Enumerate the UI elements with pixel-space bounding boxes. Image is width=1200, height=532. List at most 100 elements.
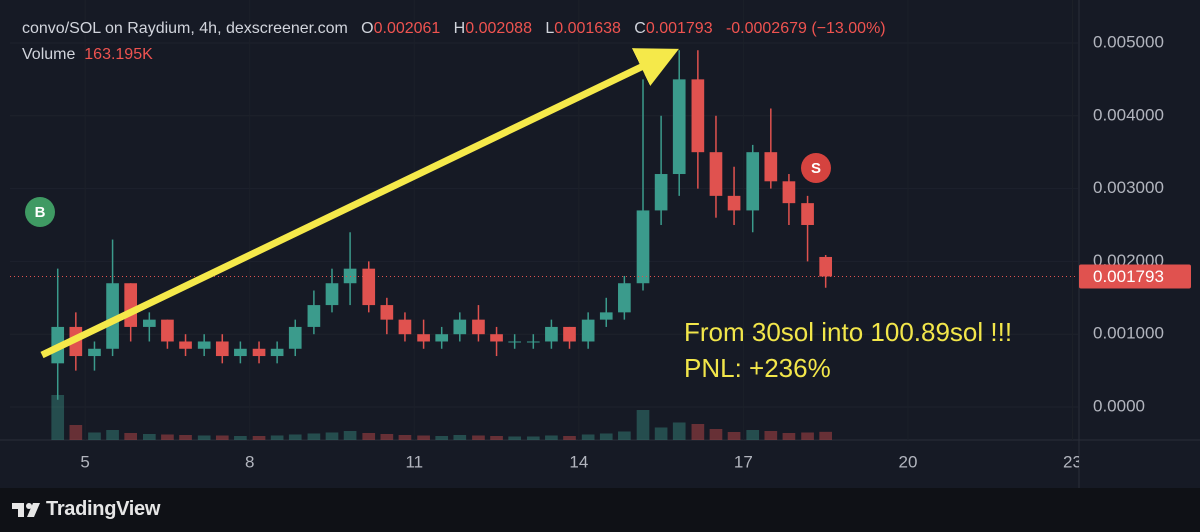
volume-bar xyxy=(179,435,192,440)
volume-bar xyxy=(453,435,467,440)
volume-bar xyxy=(472,435,485,440)
volume-label: Volume xyxy=(22,46,76,63)
candle-body xyxy=(215,341,229,357)
candle-body xyxy=(746,152,760,211)
x-tick-label: 14 xyxy=(569,452,588,471)
candle-body xyxy=(472,319,485,335)
volume-bar xyxy=(106,430,119,440)
change-pct: (−13.00%) xyxy=(811,20,886,37)
candle-body xyxy=(343,268,357,284)
volume-bar xyxy=(51,395,65,440)
volume-bar xyxy=(526,436,540,440)
x-axis: 5 8 11 14 17 20 23 xyxy=(80,452,1079,471)
ohlc-value: 0.002061 xyxy=(373,20,441,37)
candle-body xyxy=(801,203,814,225)
volume-bar xyxy=(197,435,211,440)
candle-body xyxy=(526,341,540,343)
candle-body xyxy=(508,341,521,343)
y-tick-label: 0.003000 xyxy=(1093,178,1164,197)
logo-mark xyxy=(27,503,40,517)
volume-bar xyxy=(307,433,321,440)
trade-marker xyxy=(801,153,831,183)
candle-body xyxy=(234,348,247,357)
header: convo/SOL on Raydium, 4h, dexscreener.co… xyxy=(22,20,886,38)
ohlc-value: 0.002088 xyxy=(465,20,532,37)
volume-bar xyxy=(691,424,705,440)
candles xyxy=(10,50,1078,400)
volume-bar xyxy=(215,435,229,440)
overlay: BS xyxy=(25,48,831,359)
volume-bar xyxy=(746,430,760,440)
candle-body xyxy=(709,152,723,196)
y-tick-label: 0.005000 xyxy=(1093,32,1164,51)
candle-body xyxy=(654,174,668,211)
volume-bar xyxy=(508,436,521,440)
candle-body xyxy=(581,319,595,342)
volume-bar xyxy=(270,435,284,440)
volume-bar xyxy=(69,425,83,440)
candle-body xyxy=(161,319,174,342)
grid xyxy=(10,0,1078,440)
x-tick-label: 8 xyxy=(245,452,254,471)
volume-bar xyxy=(801,432,814,440)
candle-body xyxy=(727,195,741,211)
volume-bar xyxy=(288,434,302,440)
candle-body xyxy=(362,268,376,306)
y-tick-label: 0.001000 xyxy=(1093,324,1164,343)
candle-body xyxy=(307,305,321,327)
candle-body xyxy=(380,305,394,320)
logo xyxy=(12,503,40,517)
candle-body xyxy=(435,334,449,342)
title: convo/SOL on Raydium, 4h, dexscreener.co… xyxy=(22,20,348,37)
volumes xyxy=(51,395,833,440)
trade-marker xyxy=(25,197,55,227)
volume-bar xyxy=(325,432,339,440)
candle-body xyxy=(88,348,101,357)
volume-bar xyxy=(362,433,376,440)
candle-body xyxy=(325,283,339,306)
volume-bar xyxy=(380,434,394,440)
candle-body xyxy=(599,312,613,320)
volume-bar xyxy=(563,436,576,440)
candle-body xyxy=(545,326,558,342)
volume-bar xyxy=(234,436,247,440)
trade-marker-label: B xyxy=(35,204,46,221)
volume-bar xyxy=(581,434,595,440)
candle-body xyxy=(197,341,211,349)
candle-body xyxy=(288,326,302,349)
ohlc-label: H xyxy=(453,20,466,37)
x-tick-label: 20 xyxy=(898,452,917,471)
logo-mark xyxy=(12,503,24,517)
arrow xyxy=(40,48,679,359)
y-tick-label: 0.0000 xyxy=(1093,397,1145,416)
candle-body xyxy=(124,283,138,327)
volume-bar xyxy=(398,435,412,440)
volume-bar xyxy=(764,431,778,440)
candle-body xyxy=(179,341,192,349)
candle-body xyxy=(764,152,778,182)
candle-body xyxy=(417,334,430,342)
candle-body xyxy=(819,256,833,277)
volume-bar xyxy=(343,431,357,440)
y-tick-label: 0.004000 xyxy=(1093,105,1164,124)
annotation: From 30sol into 100.89sol !!! PNL: +236% xyxy=(684,314,1012,386)
ohlc-value: 0.001638 xyxy=(554,20,621,37)
candle-body xyxy=(691,79,705,153)
volume-bar xyxy=(727,432,741,440)
annotation-line: PNL: +236% xyxy=(684,353,831,383)
volume-bar xyxy=(709,429,723,440)
volume-bar xyxy=(672,422,686,440)
candle-body xyxy=(782,181,796,204)
volume-bar xyxy=(819,431,833,440)
price-tag xyxy=(1079,264,1191,289)
volume-bar xyxy=(545,435,558,440)
annotation-line: From 30sol into 100.89sol !!! xyxy=(684,317,1013,347)
ohlc-label: L xyxy=(545,20,555,37)
footer xyxy=(0,488,1200,532)
logo-dot xyxy=(26,503,32,509)
candle-body xyxy=(106,283,119,349)
ohlc-value: 0.001793 xyxy=(645,20,713,37)
